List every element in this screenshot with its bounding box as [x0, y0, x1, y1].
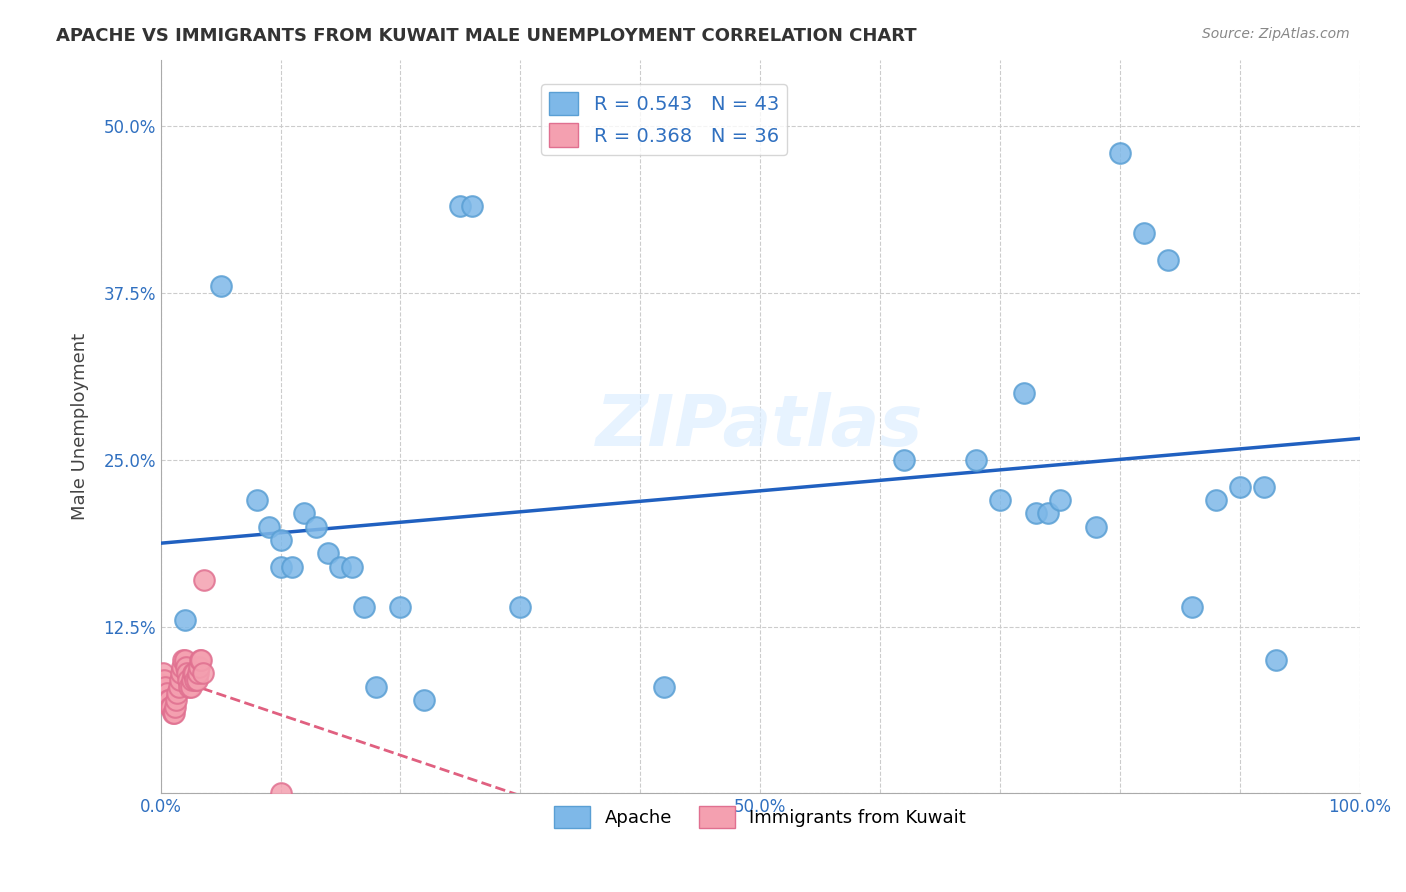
Point: [209, 279, 232, 293]
Point: [155, 680, 177, 694]
Point: [965, 453, 987, 467]
Point: [190, 653, 212, 667]
Point: [1132, 226, 1154, 240]
Point: [1205, 492, 1227, 507]
Legend: Apache, Immigrants from Kuwait: Apache, Immigrants from Kuwait: [547, 799, 973, 836]
Point: [449, 199, 471, 213]
Point: [329, 559, 352, 574]
Point: [169, 673, 191, 687]
Point: [413, 693, 436, 707]
Point: [157, 693, 180, 707]
Point: [166, 686, 188, 700]
Point: [186, 673, 208, 687]
Text: APACHE VS IMMIGRANTS FROM KUWAIT MALE UNEMPLOYMENT CORRELATION CHART: APACHE VS IMMIGRANTS FROM KUWAIT MALE UN…: [56, 27, 917, 45]
Point: [1049, 492, 1071, 507]
Point: [180, 680, 202, 694]
Point: [1036, 506, 1059, 520]
Point: [160, 699, 183, 714]
Point: [1012, 386, 1035, 401]
Point: [270, 533, 292, 547]
Point: [162, 706, 184, 721]
Point: [176, 666, 198, 681]
Point: [270, 559, 292, 574]
Point: [188, 659, 211, 673]
Point: [366, 680, 388, 694]
Point: [509, 599, 531, 614]
Point: [153, 673, 176, 687]
Point: [180, 673, 202, 687]
Point: [172, 659, 194, 673]
Point: [172, 653, 194, 667]
Point: [1108, 146, 1130, 161]
Point: [1156, 252, 1178, 267]
Point: [652, 680, 675, 694]
Point: [183, 666, 205, 681]
Point: [188, 653, 211, 667]
Point: [163, 706, 186, 721]
Point: [1025, 506, 1047, 520]
Point: [294, 506, 316, 520]
Point: [893, 453, 915, 467]
Point: [179, 680, 201, 694]
Point: [156, 693, 179, 707]
Point: [193, 573, 215, 587]
Y-axis label: Male Unemployment: Male Unemployment: [72, 333, 89, 520]
Point: [165, 693, 187, 707]
Point: [159, 699, 181, 714]
Point: [1253, 479, 1275, 493]
Point: [245, 492, 267, 507]
Point: [181, 666, 204, 681]
Point: [257, 519, 280, 533]
Point: [163, 699, 186, 714]
Point: [191, 666, 214, 681]
Point: [461, 199, 484, 213]
Point: [318, 546, 340, 560]
Point: [988, 492, 1011, 507]
Point: [305, 519, 328, 533]
Point: [155, 686, 177, 700]
Point: [270, 786, 292, 800]
Point: [170, 666, 193, 681]
Point: [342, 559, 364, 574]
Point: [281, 559, 304, 574]
Point: [177, 673, 200, 687]
Point: [184, 673, 207, 687]
Point: [167, 680, 190, 694]
Point: [1264, 653, 1286, 667]
Point: [389, 599, 412, 614]
Point: [353, 599, 375, 614]
Text: Source: ZipAtlas.com: Source: ZipAtlas.com: [1202, 27, 1350, 41]
Point: [173, 653, 195, 667]
Point: [1181, 599, 1204, 614]
Point: [174, 659, 197, 673]
Point: [173, 613, 195, 627]
Point: [1084, 519, 1107, 533]
Point: [1229, 479, 1251, 493]
Point: [187, 666, 209, 681]
Text: ZIPatlas: ZIPatlas: [596, 392, 924, 461]
Point: [152, 666, 174, 681]
